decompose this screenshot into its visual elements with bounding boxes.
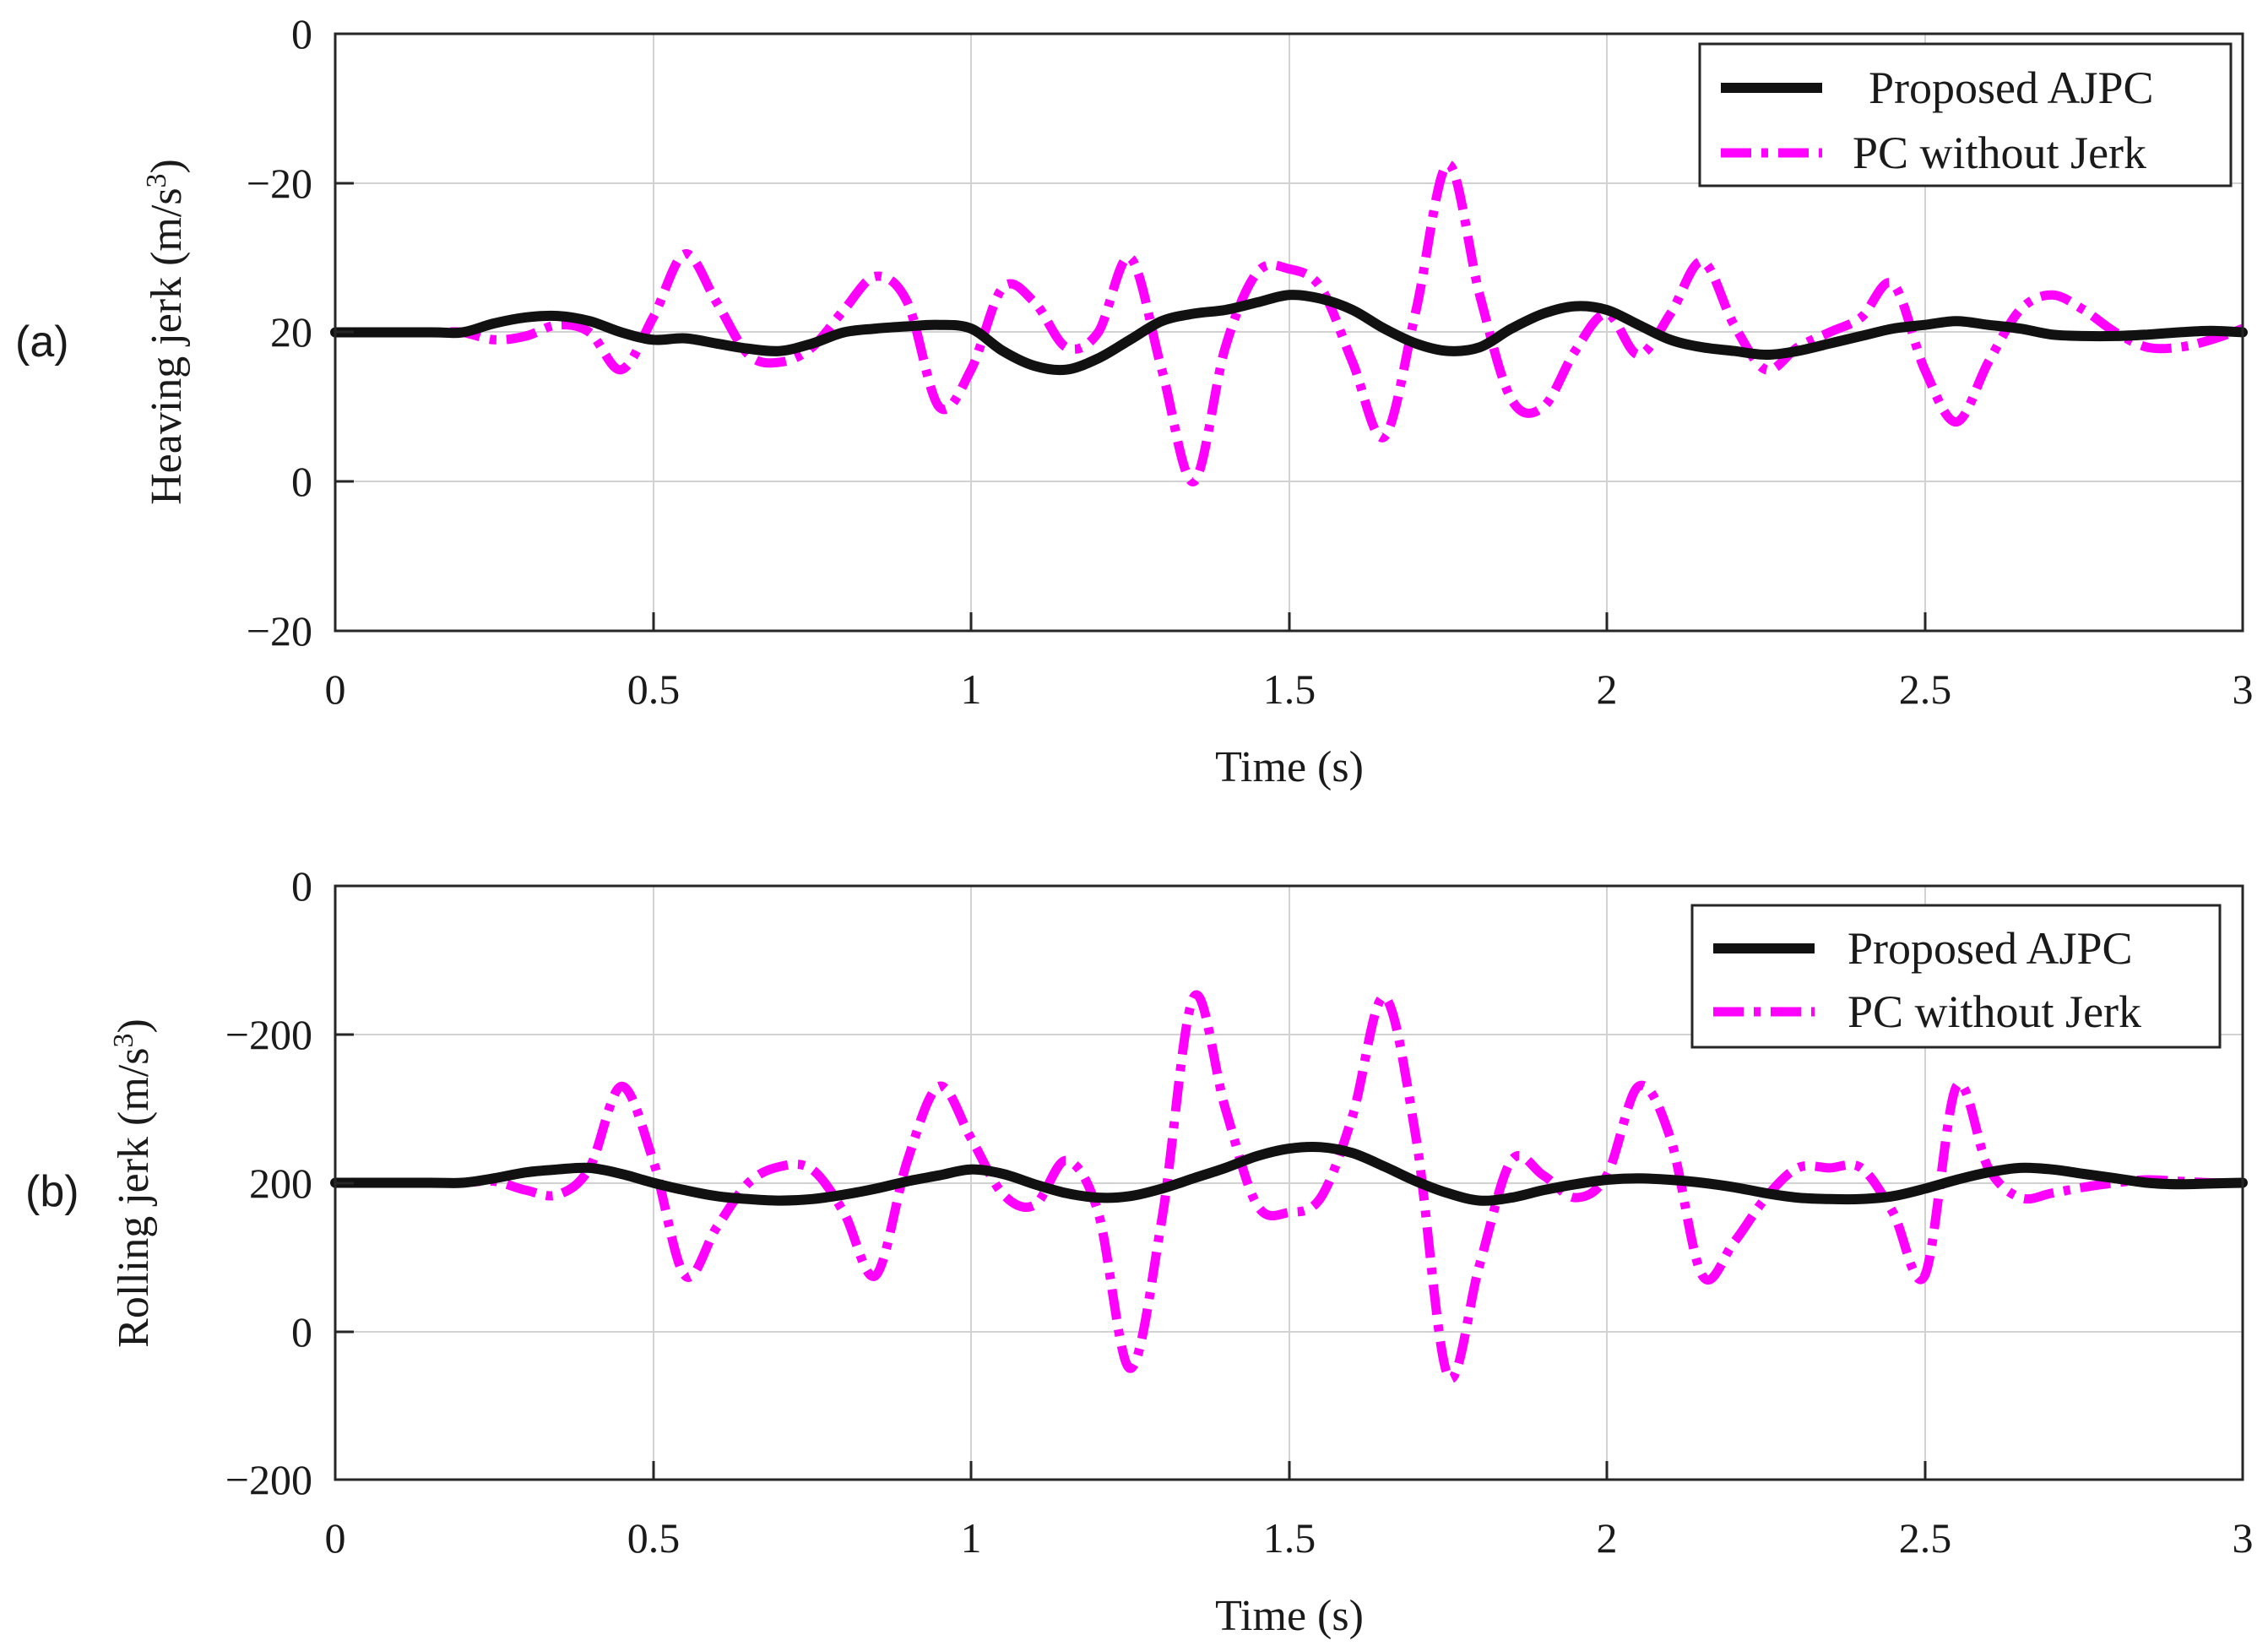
y-tick-label: 0 <box>291 862 312 910</box>
legend: Proposed AJPC PC without Jerk <box>1698 42 2233 187</box>
y-tick-label: −200 <box>225 1011 312 1058</box>
x-tick-label: 3 <box>2233 665 2254 713</box>
y-tick-label: 0 <box>291 10 312 57</box>
y-tick-label: −20 <box>247 607 312 655</box>
x-axis-label: Time (s) <box>1215 1592 1364 1640</box>
x-tick-label: 0.5 <box>627 1514 681 1562</box>
proposed-ajpc-line <box>330 290 2248 376</box>
y-ticks: 0 −200 200 0 −200 <box>225 862 354 1503</box>
x-tick-label: 1 <box>961 1514 982 1562</box>
legend-label-proposed-ajpc: Proposed AJPC <box>1869 62 2154 113</box>
x-tick-label: 2.5 <box>1899 665 1952 713</box>
legend-label-pc-without-jerk: PC without Jerk <box>1847 986 2141 1037</box>
x-tick-label: 0 <box>325 665 346 713</box>
y-axis-label-main: Rolling jerk (m/s <box>110 1048 158 1348</box>
y-axis-label: Heaving jerk (m/s3) <box>141 159 192 505</box>
x-tick-label: 1 <box>961 665 982 713</box>
x-tick-label: 1.5 <box>1263 1514 1316 1562</box>
proposed-ajpc-line <box>330 1141 2248 1206</box>
legend-label-pc-without-jerk: PC without Jerk <box>1853 128 2146 178</box>
y-axis-label-sup: 3 <box>141 173 172 187</box>
x-tick-label: 2 <box>1597 1514 1618 1562</box>
x-ticks: 0 0.5 1 1.5 2 2.5 3 <box>325 1461 2254 1562</box>
legend: Proposed AJPC PC without Jerk <box>1690 904 2222 1049</box>
legend-box <box>1690 904 2222 1049</box>
y-tick-label: −200 <box>225 1456 312 1503</box>
y-axis-label-sup: 3 <box>108 1034 139 1048</box>
y-axis-label-end: ) <box>110 1019 158 1033</box>
y-tick-label: 20 <box>270 308 312 356</box>
x-axis-label: Time (s) <box>1215 743 1364 791</box>
legend-box <box>1698 42 2233 187</box>
x-tick-label: 2 <box>1597 665 1618 713</box>
x-tick-label: 1.5 <box>1263 665 1316 713</box>
x-tick-label: 0.5 <box>627 665 681 713</box>
y-tick-label: 200 <box>249 1160 312 1207</box>
x-tick-label: 3 <box>2233 1514 2254 1562</box>
pc-without-jerk-line <box>335 990 2244 1383</box>
y-tick-label: 0 <box>291 458 312 505</box>
rolling-jerk-panel: (b) 0 −200 200 0 −200 <box>25 862 2254 1640</box>
y-axis-label-end: ) <box>143 159 191 173</box>
heaving-jerk-panel: (a) 0 −20 20 0 −20 <box>15 10 2254 791</box>
x-ticks: 0 0.5 1 1.5 2 2.5 3 <box>325 612 2254 713</box>
y-axis-label-main: Heaving jerk (m/s <box>143 187 191 504</box>
y-tick-label: −20 <box>247 160 312 207</box>
y-tick-label: 0 <box>291 1308 312 1355</box>
y-ticks: 0 −20 20 0 −20 <box>247 10 354 655</box>
panel-label: (b) <box>25 1167 79 1216</box>
x-tick-label: 2.5 <box>1899 1514 1952 1562</box>
x-tick-label: 0 <box>325 1514 346 1562</box>
legend-label-proposed-ajpc: Proposed AJPC <box>1847 923 2133 974</box>
y-axis-label: Rolling jerk (m/s3) <box>108 1019 159 1348</box>
panel-label: (a) <box>15 318 69 367</box>
